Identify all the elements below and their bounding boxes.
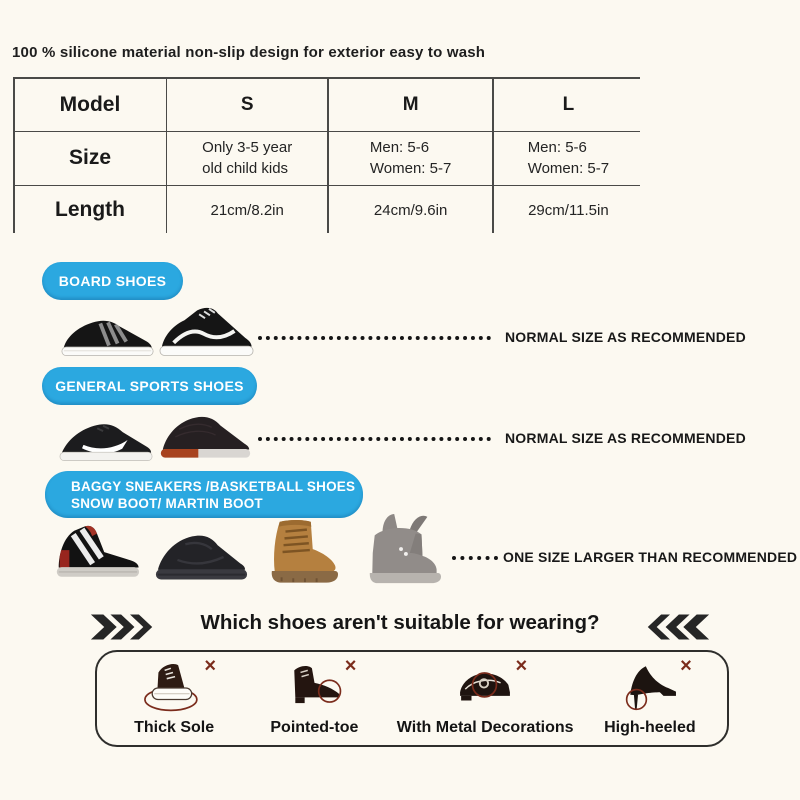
sports-shoes-recommendation: NORMAL SIZE AS RECOMMENDED xyxy=(505,430,746,446)
intro-text: 100 % silicone material non-slip design … xyxy=(12,44,486,61)
board-shoes-badge-label: BOARD SHOES xyxy=(58,273,167,289)
metal-decoration-shoe-icon xyxy=(460,672,511,701)
board-shoes-recommendation: NORMAL SIZE AS RECOMMENDED xyxy=(505,329,746,345)
table-cell-length-l: 29cm/11.5in xyxy=(493,186,643,235)
snow-boot-image xyxy=(369,513,441,584)
size-l-value: Men: 5-6 Women: 5-7 xyxy=(528,137,609,181)
unsuitable-item-metal-decorations: × With Metal Decorations xyxy=(388,656,583,737)
table-header-m: M xyxy=(328,78,493,131)
badge-line1: BAGGY SNEAKERS /BASKETBALL SHOES xyxy=(71,478,356,494)
baggy-boots-recommendation: ONE SIZE LARGER THAN RECOMMENDED xyxy=(503,549,798,565)
badge-line2: SNOW BOOT/ MARTIN BOOT xyxy=(71,495,263,511)
sports-shoes-badge-label: GENERAL SPORTS SHOES xyxy=(55,378,244,394)
cross-mark: × xyxy=(344,655,357,677)
chunky-sneaker-image xyxy=(155,535,248,580)
high-heel-shoe-icon xyxy=(625,666,676,711)
header-l-label: L xyxy=(562,93,575,115)
unsuitable-box: × Thick Sole × Pointed-toe xyxy=(95,650,729,747)
size-l-line1: Men: 5-6 xyxy=(527,138,587,156)
unsuitable-item-high-heeled: × High-heeled xyxy=(583,656,717,737)
board-shoe-white-stripe-image xyxy=(159,307,254,356)
cross-mark: × xyxy=(680,655,692,677)
size-m-value: Men: 5-6 Women: 5-7 xyxy=(370,137,451,181)
table-row-length-label: Length xyxy=(14,186,166,235)
running-shoe-swoosh-image xyxy=(59,424,153,461)
cross-mark: × xyxy=(204,655,217,677)
length-row-label: Length xyxy=(55,198,125,222)
martin-boot-image xyxy=(271,520,339,583)
metal-decorations-icon-wrap: × xyxy=(449,656,527,714)
header-m-label: M xyxy=(402,93,419,115)
high-heeled-icon-wrap: × xyxy=(614,656,692,714)
header-model-label: Model xyxy=(59,92,121,116)
chevrons-right-icon xyxy=(90,614,153,640)
size-m-line2: Women: 5-7 xyxy=(369,160,452,178)
table-cell-length-s: 21cm/8.2in xyxy=(167,186,328,235)
chevrons-left-icon xyxy=(647,614,710,640)
pointed-toe-shoe-icon xyxy=(294,665,342,704)
running-shoe-red-sole-image xyxy=(160,416,251,458)
unsuitable-label: High-heeled xyxy=(604,719,696,736)
table-cell-size-m: Men: 5-6 Women: 5-7 xyxy=(328,132,493,185)
table-header-s: S xyxy=(167,78,328,131)
board-shoe-striped-image xyxy=(61,320,154,356)
basketball-shoe-image xyxy=(56,525,140,577)
board-shoes-badge: BOARD SHOES xyxy=(42,262,183,300)
thick-sole-shoe-icon xyxy=(144,663,198,712)
unsuitable-title: Which shoes aren't suitable for wearing? xyxy=(200,611,600,634)
length-m-value: 24cm/9.6in xyxy=(373,201,448,219)
unsuitable-label: Pointed-toe xyxy=(270,719,359,736)
table-cell-size-s: Only 3-5 year old child kids xyxy=(167,132,328,185)
unsuitable-item-thick-sole: × Thick Sole xyxy=(107,656,241,737)
table-header-l: L xyxy=(493,78,643,131)
pointed-toe-icon-wrap: × xyxy=(278,656,356,714)
cross-mark: × xyxy=(515,655,528,677)
table-header-model: Model xyxy=(14,78,166,131)
leader-dots-sports xyxy=(258,437,491,441)
leader-dots-baggy xyxy=(452,556,498,560)
size-m-line1: Men: 5-6 xyxy=(369,138,430,156)
size-l-line2: Women: 5-7 xyxy=(527,160,610,178)
leader-dots-board xyxy=(258,336,491,340)
table-row-size-label: Size xyxy=(14,132,166,185)
unsuitable-label: With Metal Decorations xyxy=(396,719,574,736)
header-s-label: S xyxy=(240,93,254,115)
size-table: Model S M L Size Only 3-5 year old child … xyxy=(13,77,643,235)
table-cell-size-l: Men: 5-6 Women: 5-7 xyxy=(493,132,643,185)
thick-sole-icon-wrap: × xyxy=(138,656,216,714)
size-s-value: Only 3-5 year old child kids xyxy=(202,137,292,181)
unsuitable-label: Thick Sole xyxy=(134,719,215,736)
baggy-boots-badge-label: BAGGY SNEAKERS /BASKETBALL SHOES SNOW BOO… xyxy=(71,478,355,512)
size-s-line1: Only 3-5 year xyxy=(202,138,293,156)
length-s-value: 21cm/8.2in xyxy=(210,201,284,219)
length-l-value: 29cm/11.5in xyxy=(528,201,609,219)
size-s-line2: old child kids xyxy=(202,160,289,178)
table-cell-length-m: 24cm/9.6in xyxy=(328,186,493,235)
unsuitable-item-pointed-toe: × Pointed-toe xyxy=(241,656,387,737)
baggy-boots-badge: BAGGY SNEAKERS /BASKETBALL SHOES SNOW BOO… xyxy=(45,471,363,518)
size-row-label: Size xyxy=(68,146,112,170)
sports-shoes-badge: GENERAL SPORTS SHOES xyxy=(42,367,257,405)
